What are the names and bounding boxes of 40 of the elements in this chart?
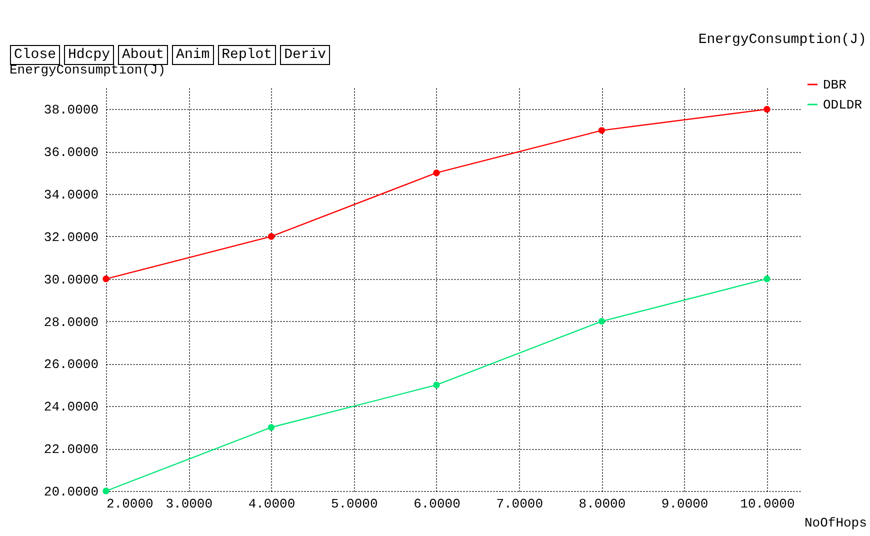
x-tick-label: 10.0000 <box>740 496 795 512</box>
y-tick-label: 28.0000 <box>44 314 98 330</box>
y-tick-label: 32.0000 <box>44 230 98 245</box>
y-tick-label: 26.0000 <box>44 357 98 372</box>
point <box>268 233 275 240</box>
x-tick-label: 4.0000 <box>248 496 296 512</box>
x-tick-label: 2.0000 <box>106 496 154 512</box>
point <box>764 276 770 282</box>
point <box>764 106 770 113</box>
point <box>102 488 110 494</box>
legend-label: DBR <box>823 78 847 92</box>
text: Replot <box>218 45 276 65</box>
point <box>433 382 440 388</box>
text: Hdcpy <box>64 45 114 65</box>
point <box>433 169 440 176</box>
legend-label: ODLDR <box>823 98 862 112</box>
y-tick-label: 34.0000 <box>44 188 98 203</box>
point <box>268 424 275 431</box>
y-tick-label: 22.0000 <box>44 442 98 458</box>
x-tick-label: 3.0000 <box>166 496 213 512</box>
text: About <box>118 45 168 65</box>
x-tick-label: 7.0000 <box>496 496 543 512</box>
text: Anim <box>172 45 214 65</box>
x-axis-title: NoOfHops <box>804 516 867 530</box>
point <box>598 127 606 134</box>
text: Close <box>10 45 60 65</box>
point <box>102 276 110 282</box>
point <box>598 318 606 325</box>
y-tick-label: 20.0000 <box>44 484 98 500</box>
y-tick-label: 38.0000 <box>44 102 98 118</box>
chart-title: EnergyConsumption(J) <box>698 32 866 48</box>
x-tick-label: 8.0000 <box>578 496 626 512</box>
y-tick-label: 30.0000 <box>44 272 98 288</box>
y-tick-label: 36.0000 <box>44 145 98 160</box>
x-tick-label: 5.0000 <box>330 496 378 512</box>
y-axis-title: EnergyConsumption(J) <box>10 62 166 78</box>
x-tick-label: 9.0000 <box>661 496 708 512</box>
y-tick-label: 24.0000 <box>44 400 98 415</box>
x-tick-label: 6.0000 <box>414 496 460 512</box>
text: Deriv <box>280 45 330 65</box>
